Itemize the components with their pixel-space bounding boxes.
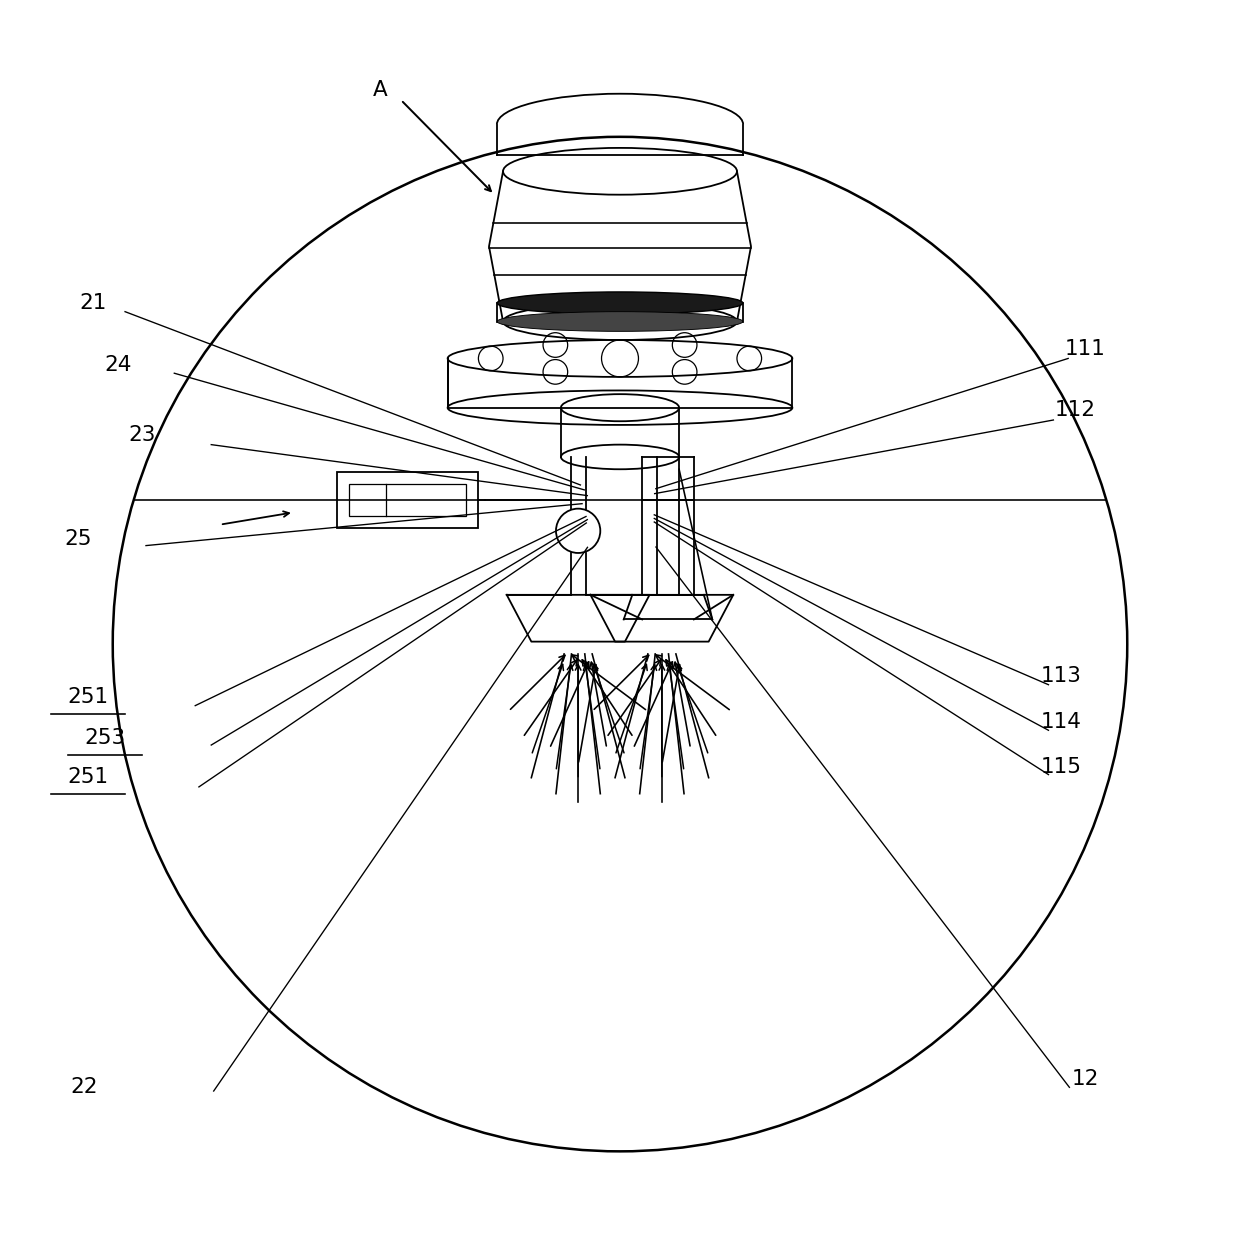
Text: 113: 113 (1040, 666, 1081, 686)
Text: 22: 22 (71, 1077, 98, 1097)
Text: 12: 12 (1071, 1069, 1099, 1088)
Text: 111: 111 (1065, 338, 1106, 359)
Text: 25: 25 (64, 529, 92, 549)
Text: 251: 251 (67, 687, 109, 707)
Bar (337, 471, 479, 528)
Text: 114: 114 (1040, 712, 1081, 732)
Ellipse shape (497, 312, 743, 332)
Text: 115: 115 (1040, 758, 1081, 777)
Text: 23: 23 (129, 424, 156, 444)
Text: 253: 253 (84, 728, 126, 748)
Ellipse shape (497, 292, 743, 315)
Text: 251: 251 (67, 768, 109, 787)
Text: 112: 112 (1055, 400, 1096, 420)
Text: 24: 24 (104, 354, 131, 375)
Bar (350, 484, 466, 516)
Text: A: A (372, 80, 387, 100)
Text: 21: 21 (79, 292, 107, 313)
